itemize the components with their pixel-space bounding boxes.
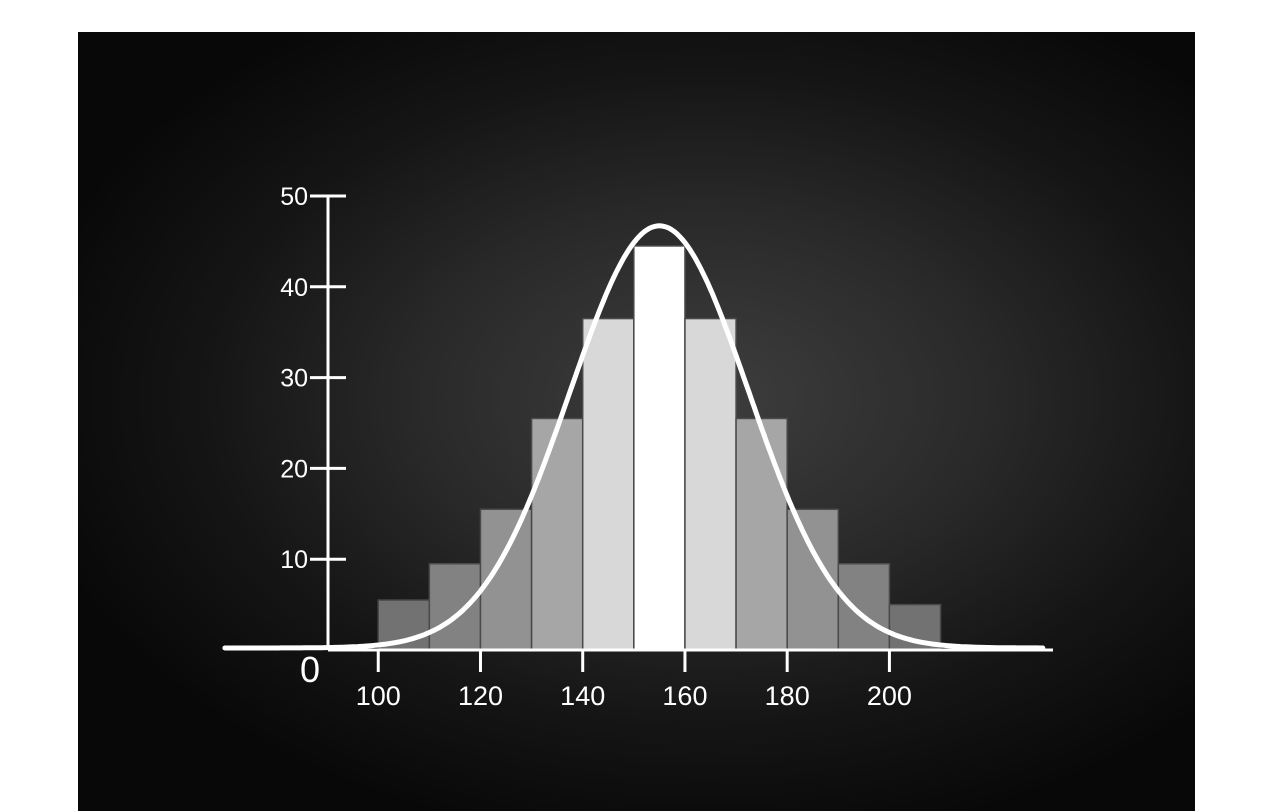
y-tick-label: 30 (280, 365, 308, 393)
normal-distribution-curve (222, 223, 1046, 651)
y-tick-label: 50 (280, 183, 308, 211)
histogram-bar (428, 562, 482, 651)
histogram-bar (684, 317, 737, 651)
x-tick-label: 180 (765, 681, 810, 711)
histogram-bar (837, 562, 891, 651)
curve-group (222, 223, 1046, 651)
histogram-chart: 100 120 140 160 180 200 10 20 30 40 50 0 (222, 183, 1053, 711)
origin-label: 0 (300, 649, 320, 690)
x-tick-label: 100 (356, 681, 401, 711)
chalkboard-background: 100 120 140 160 180 200 10 20 30 40 50 0 (78, 32, 1195, 811)
y-tick-label: 10 (280, 546, 308, 574)
histogram-bar (633, 245, 686, 651)
histogram-bar (735, 417, 788, 651)
x-tick-label: 160 (662, 681, 707, 711)
histogram-bar (530, 417, 584, 651)
y-tick-label: 20 (280, 455, 308, 483)
x-tick-label: 200 (867, 681, 912, 711)
y-tick-label: 40 (280, 274, 308, 302)
bars-group (377, 245, 942, 651)
x-tick-label: 120 (458, 681, 503, 711)
axes-group (310, 194, 1053, 672)
labels-group: 100 120 140 160 180 200 10 20 30 40 50 0 (280, 183, 912, 711)
x-tick-label: 140 (560, 681, 605, 711)
histogram-bar (581, 317, 635, 651)
